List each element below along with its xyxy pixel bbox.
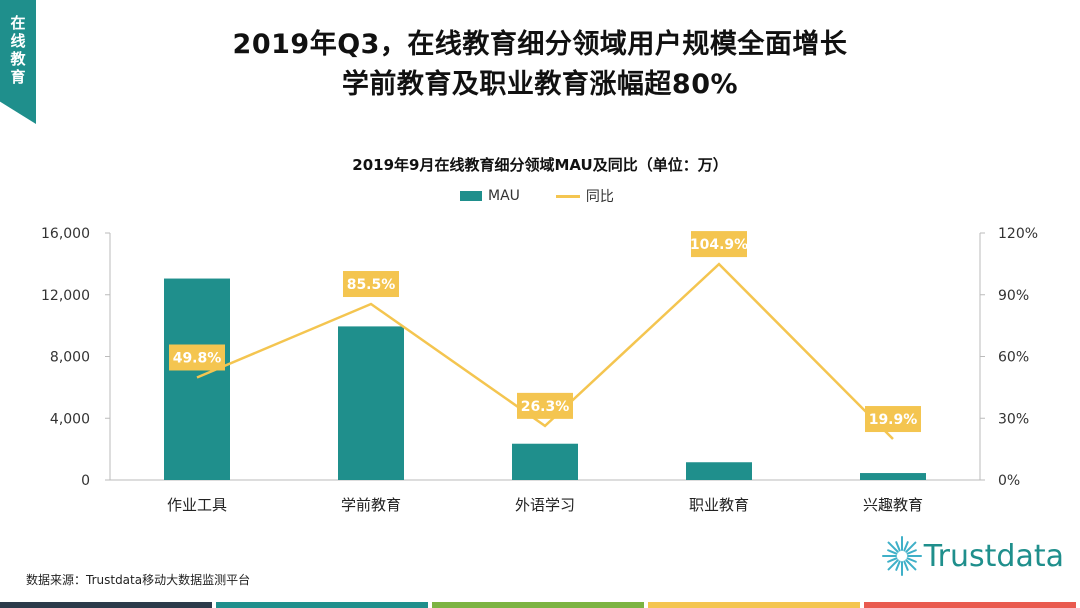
page-title-line2: 学前教育及职业教育涨幅超80% [341, 69, 739, 100]
legend-swatch-line [555, 194, 580, 198]
x-tick-label: 学前教育 [341, 496, 401, 514]
yoy-line [196, 262, 894, 440]
data-label-bg [169, 344, 225, 371]
legend-item-mau: MAU [460, 188, 520, 204]
chart-title: 2019年9月在线教育细分领域MAU及同比（单位：万） [352, 156, 728, 174]
sunburst-icon [881, 536, 922, 576]
data-label-bg [343, 271, 399, 298]
legend-swatch-bar [460, 191, 482, 201]
y-left-tick-label: 4,000 [50, 411, 90, 427]
y-left-tick-label: 12,000 [41, 288, 90, 304]
side-tab-char: 线 [10, 32, 26, 50]
bar [512, 443, 578, 480]
legend-label-yoy: 同比 [585, 189, 614, 205]
legend-item-yoy: 同比 [555, 186, 614, 206]
footer-bar-segment [0, 602, 212, 608]
page-title-line1: 2019年Q3，在线教育细分领域用户规模全面增长 [232, 29, 848, 60]
footer-color-bar [0, 602, 1080, 608]
side-tab-char: 教 [10, 50, 26, 68]
legend-label-mau: MAU [488, 188, 520, 204]
data-label: 49.8% [173, 350, 222, 366]
x-tick-label: 作业工具 [167, 496, 227, 514]
data-label: 85.5% [347, 277, 396, 293]
trustdata-logo: Trustdata [881, 536, 1064, 576]
data-label-bg [691, 231, 747, 258]
y-left-tick-label: 0 [81, 473, 90, 489]
x-tick-label: 职业教育 [689, 496, 749, 514]
data-label: 26.3% [521, 399, 570, 415]
data-label-bg [865, 406, 921, 433]
side-tab: 在 线 教 育 [0, 0, 36, 124]
footer-bar-segment [432, 602, 644, 608]
data-source: 数据来源：Trustdata移动大数据监测平台 [26, 573, 251, 587]
y-right-tick-label: 120% [998, 226, 1038, 242]
y-left-tick-label: 16,000 [41, 226, 90, 242]
chart-legend: MAU 同比 [460, 186, 614, 206]
data-label: 104.9% [690, 237, 748, 253]
footer-bar-segment [648, 602, 860, 608]
bar [686, 462, 752, 480]
footer-bar-segment [216, 602, 428, 608]
y-right-tick-label: 90% [998, 288, 1029, 304]
y-right-tick-label: 30% [998, 411, 1029, 427]
bar [164, 278, 230, 480]
footer-bar-segment [864, 602, 1076, 608]
data-label: 19.9% [869, 412, 918, 428]
bar [860, 473, 926, 480]
x-tick-label: 兴趣教育 [863, 496, 923, 514]
y-left-tick-label: 8,000 [50, 350, 90, 366]
x-tick-label: 外语学习 [515, 496, 575, 514]
side-tab-char: 育 [10, 68, 26, 86]
y-right-tick-label: 60% [998, 350, 1029, 366]
y-right-tick-label: 0% [998, 473, 1020, 489]
side-tab-char: 在 [10, 14, 26, 32]
logo-text: Trustdata [923, 538, 1064, 574]
data-label-bg [517, 392, 573, 419]
bar [338, 326, 404, 480]
